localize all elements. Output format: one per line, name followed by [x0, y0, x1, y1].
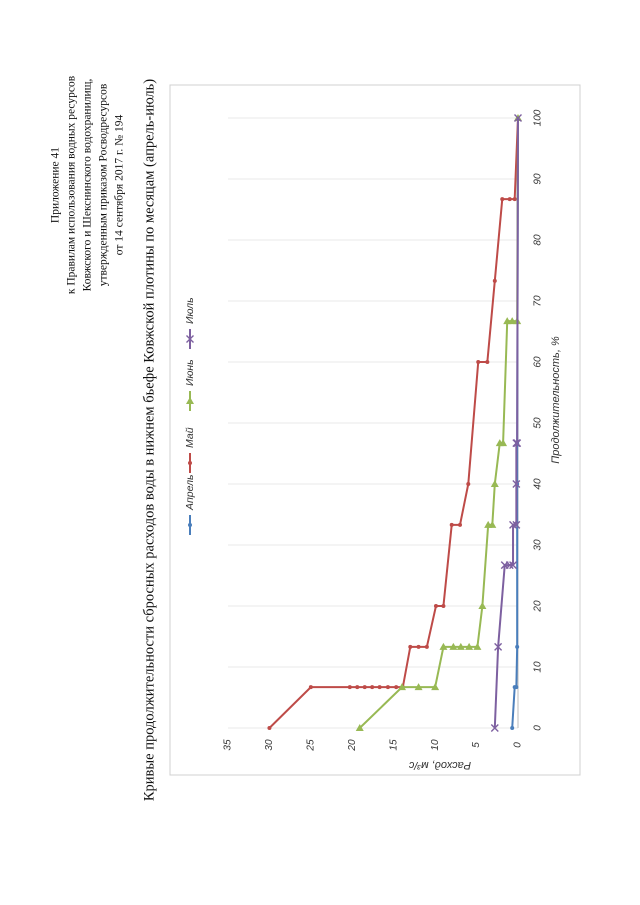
marker — [449, 642, 458, 650]
y-tick-label: 30 — [264, 739, 275, 751]
marker — [485, 360, 490, 364]
marker — [433, 604, 438, 608]
marker — [394, 685, 399, 690]
marker — [509, 520, 518, 529]
x-tick-label: 60 — [533, 356, 544, 368]
marker — [514, 114, 522, 122]
marker — [494, 642, 503, 651]
marker — [408, 644, 413, 649]
marker — [492, 278, 497, 283]
y-tick-label: 15 — [388, 739, 399, 751]
marker — [458, 522, 462, 527]
y-tick-label: 5 — [471, 742, 482, 748]
marker — [476, 360, 481, 364]
marker — [416, 644, 421, 649]
marker — [441, 604, 446, 608]
marker — [449, 522, 454, 527]
legend-label: Июль — [184, 297, 196, 324]
header-line: Ковжского и Шекснинского водохранилищ, — [82, 79, 94, 292]
legend-label: Апрель — [184, 474, 196, 511]
header-line: Приложение 41 — [50, 147, 62, 223]
marker — [370, 685, 375, 690]
chart-title: Кривые продолжительности сбросных расход… — [141, 79, 157, 801]
x-tick-label: 30 — [533, 539, 544, 551]
marker — [488, 520, 497, 528]
y-tick-label: 20 — [347, 739, 358, 752]
marker — [398, 683, 406, 691]
header-line: к Правилам использования водных ресурсов — [66, 75, 78, 294]
rotated-content: Кривые продолжительности сбросных расход… — [50, 75, 581, 801]
marker — [512, 520, 521, 529]
marker — [465, 642, 474, 650]
y-tick-label: 25 — [305, 739, 316, 752]
marker — [509, 561, 518, 570]
marker — [377, 685, 382, 690]
legend-label: Май — [184, 427, 196, 448]
x-tick-label: 80 — [533, 234, 544, 246]
marker — [515, 644, 520, 649]
x-tick-label: 100 — [533, 109, 544, 126]
marker — [512, 480, 521, 488]
x-tick-label: 90 — [533, 173, 544, 185]
header-line: от 14 сентября 2017 г. № 194 — [114, 115, 126, 256]
marker — [355, 724, 364, 731]
chart-frame — [169, 84, 581, 776]
marker — [431, 683, 440, 691]
marker — [512, 197, 517, 202]
y-tick-label: 0 — [513, 742, 524, 748]
marker — [490, 724, 499, 732]
marker — [513, 439, 522, 448]
marker — [499, 439, 508, 447]
legend-label: Июнь — [184, 359, 196, 386]
legend-marker — [188, 461, 192, 465]
marker — [490, 480, 499, 487]
x-tick-label: 0 — [533, 725, 544, 731]
marker — [439, 642, 448, 650]
legend-marker — [186, 397, 194, 404]
marker — [355, 685, 360, 690]
x-tick-label: 20 — [533, 600, 544, 613]
x-tick-label: 10 — [533, 661, 544, 673]
marker — [424, 644, 429, 649]
marker — [347, 685, 352, 690]
marker — [514, 685, 519, 690]
legend-marker — [186, 335, 194, 343]
marker — [466, 482, 471, 486]
marker — [505, 561, 514, 570]
y-tick-label: 10 — [430, 739, 441, 751]
marker — [478, 602, 487, 609]
x-tick-label: 50 — [533, 417, 544, 429]
marker — [500, 197, 505, 202]
x-axis-label: Продолжительность, % — [550, 336, 562, 464]
x-tick-label: 40 — [533, 478, 544, 490]
marker — [414, 683, 423, 691]
marker — [267, 726, 272, 730]
marker — [510, 726, 515, 730]
marker — [507, 197, 512, 202]
marker — [456, 642, 465, 650]
legend-marker — [188, 523, 192, 527]
y-tick-label: 35 — [223, 739, 234, 751]
x-tick-label: 70 — [533, 295, 544, 307]
marker — [385, 685, 390, 690]
marker — [308, 685, 313, 690]
marker — [473, 642, 482, 650]
y-axis-label: Расход, м³/с — [408, 759, 471, 771]
marker — [362, 685, 367, 690]
header-line: утвержденным приказом Росводресурсов — [98, 83, 110, 286]
